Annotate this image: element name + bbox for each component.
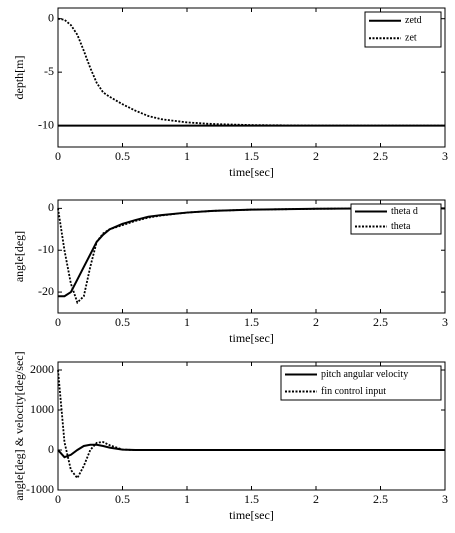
y-tick-label: -10 bbox=[38, 117, 54, 131]
y-axis-label: depth[m] bbox=[12, 56, 26, 100]
y-tick-label: -1000 bbox=[26, 482, 54, 496]
x-tick-label: 3 bbox=[442, 149, 448, 163]
legend-label: theta bbox=[391, 221, 411, 232]
x-tick-label: 2.5 bbox=[373, 149, 388, 163]
x-tick-label: 2.5 bbox=[373, 492, 388, 506]
x-axis-label: time[sec] bbox=[229, 165, 274, 179]
x-tick-label: 0 bbox=[55, 149, 61, 163]
y-tick-label: -5 bbox=[44, 64, 54, 78]
x-axis-label: time[sec] bbox=[229, 508, 274, 522]
x-tick-label: 3 bbox=[442, 315, 448, 329]
y-tick-label: 0 bbox=[48, 10, 54, 24]
legend-label: zetd bbox=[405, 15, 422, 26]
y-tick-label: -20 bbox=[38, 284, 54, 298]
x-tick-label: 2 bbox=[313, 492, 319, 506]
x-tick-label: 2 bbox=[313, 315, 319, 329]
x-tick-label: 1 bbox=[184, 492, 190, 506]
legend-label: theta d bbox=[391, 206, 418, 217]
y-axis-label: angle[deg] & velocity[deg/sec] bbox=[12, 351, 26, 500]
x-tick-label: 1.5 bbox=[244, 315, 259, 329]
y-tick-label: 1000 bbox=[30, 402, 54, 416]
data-line bbox=[57, 369, 445, 480]
x-tick-label: 0.5 bbox=[115, 149, 130, 163]
legend-label: zet bbox=[405, 33, 417, 44]
y-tick-label: 0 bbox=[48, 200, 54, 214]
legend-label: pitch angular velocity bbox=[321, 369, 408, 380]
data-line bbox=[57, 207, 445, 305]
y-tick-label: 2000 bbox=[30, 362, 54, 376]
x-tick-label: 0.5 bbox=[115, 492, 130, 506]
y-tick-label: 0 bbox=[48, 442, 54, 456]
x-tick-label: 0 bbox=[55, 492, 61, 506]
data-line bbox=[57, 17, 445, 127]
x-tick-label: 2 bbox=[313, 149, 319, 163]
x-axis-label: time[sec] bbox=[229, 331, 274, 345]
legend-label: fin control input bbox=[321, 386, 386, 397]
x-tick-label: 0.5 bbox=[115, 315, 130, 329]
legend bbox=[350, 203, 442, 235]
y-tick-label: -10 bbox=[38, 242, 54, 256]
legend bbox=[364, 11, 442, 48]
legend bbox=[280, 365, 442, 401]
x-tick-label: 3 bbox=[442, 492, 448, 506]
y-axis-label: angle[deg] bbox=[12, 231, 26, 282]
x-tick-label: 1 bbox=[184, 149, 190, 163]
x-tick-label: 1.5 bbox=[244, 149, 259, 163]
x-tick-label: 1 bbox=[184, 315, 190, 329]
x-tick-label: 1.5 bbox=[244, 492, 259, 506]
x-tick-label: 2.5 bbox=[373, 315, 388, 329]
x-tick-label: 0 bbox=[55, 315, 61, 329]
